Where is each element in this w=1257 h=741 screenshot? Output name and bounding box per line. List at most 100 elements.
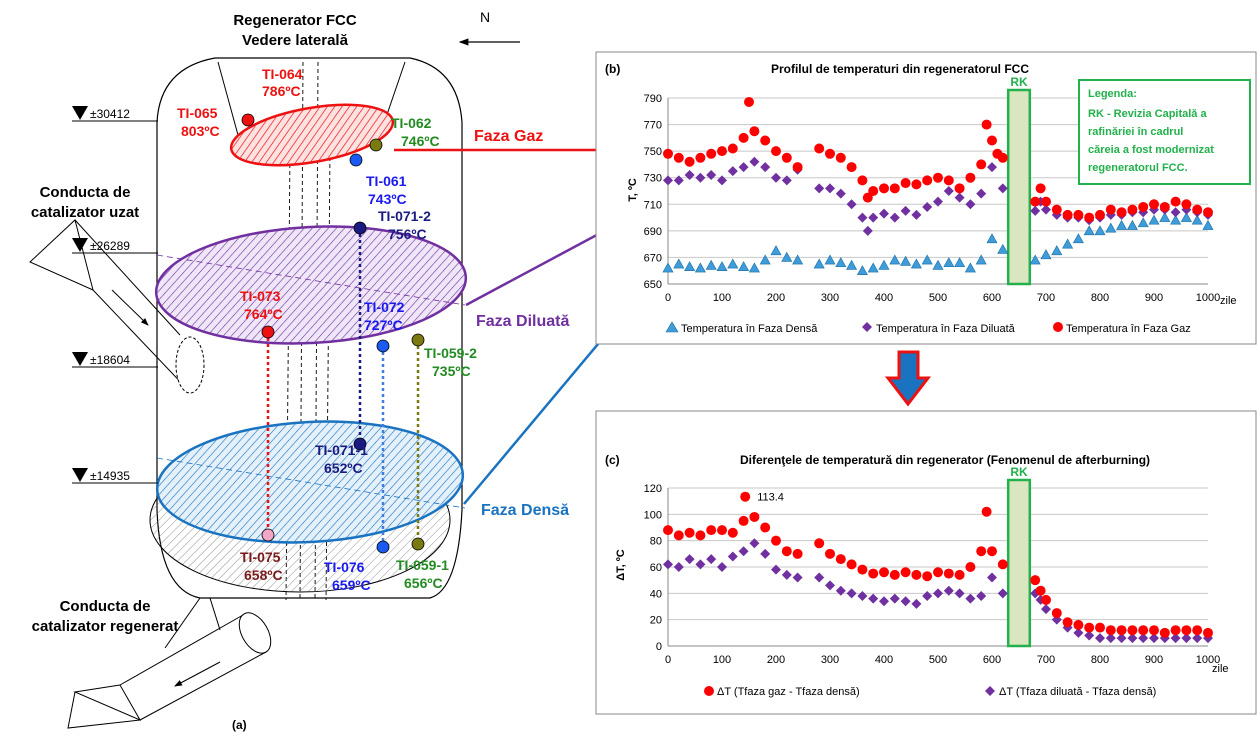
data-point xyxy=(987,162,997,173)
data-point xyxy=(1062,617,1073,628)
data-point xyxy=(1127,633,1138,644)
chart-c-title: Diferenţele de temperatură din regenerat… xyxy=(740,453,1150,467)
ytick-label-60: 60 xyxy=(650,562,662,574)
data-point xyxy=(814,572,825,583)
data-point xyxy=(727,143,738,154)
data-point xyxy=(748,262,760,273)
ti065-value: 803ºC xyxy=(181,123,220,139)
ytick-label-20: 20 xyxy=(650,615,662,627)
data-point xyxy=(1073,619,1084,630)
chart-c-panel: (c) Diferenţele de temperatură din regen… xyxy=(595,410,1257,715)
ti0592-value: 735ºC xyxy=(432,363,471,379)
ytick-label-710: 710 xyxy=(644,199,662,211)
ytick-label-790: 790 xyxy=(644,93,662,105)
series-t-tfaza-gaz-tfaza-dens xyxy=(663,491,1213,638)
panel-a-label: (a) xyxy=(232,718,247,732)
data-point xyxy=(1041,196,1051,207)
legend-gas-marker xyxy=(1053,322,1063,332)
data-point xyxy=(867,262,879,273)
data-point xyxy=(673,152,684,163)
data-point xyxy=(857,564,868,575)
data-point xyxy=(662,262,674,273)
ti0591-value: 656ºC xyxy=(404,575,443,591)
data-point xyxy=(792,162,803,173)
data-point xyxy=(922,201,933,212)
chart-b-panel-label: (b) xyxy=(605,62,620,76)
legend-dense-label: Temperatura în Faza Densă xyxy=(681,323,818,335)
data-point xyxy=(846,199,857,210)
data-point xyxy=(857,590,868,601)
data-point xyxy=(954,257,966,268)
regen-pipe-label-2: catalizator regenerat xyxy=(32,618,179,635)
xtick-label-500: 500 xyxy=(929,292,947,304)
xtick-label-700: 700 xyxy=(1037,292,1055,304)
data-point xyxy=(1192,625,1203,636)
data-point xyxy=(1191,214,1203,225)
ti076-tag: TI-076 xyxy=(324,559,365,575)
regenerator-diagram: Regenerator FCC Vedere laterală N ±30412… xyxy=(29,9,665,732)
data-point xyxy=(1203,627,1213,638)
legend-box-line3: rafinăriei în cadrul xyxy=(1088,126,1183,138)
data-point xyxy=(738,515,749,526)
data-point xyxy=(770,245,782,256)
data-point xyxy=(1149,199,1159,210)
ytick-label-120: 120 xyxy=(644,483,662,495)
ti0711-tag: TI-071-1 xyxy=(315,442,368,458)
data-point xyxy=(964,262,976,273)
data-point xyxy=(760,522,771,533)
data-point xyxy=(889,593,900,604)
series-temperatura-n-faza-gaz xyxy=(663,96,1213,223)
ti064-value: 786ºC xyxy=(262,83,301,99)
ytick-label-690: 690 xyxy=(644,226,662,238)
data-point xyxy=(1138,201,1149,212)
xtick-label-0: 0 xyxy=(665,654,671,666)
data-point xyxy=(814,538,825,549)
legend-gas-label: Temperatura în Faza Gaz xyxy=(1066,323,1191,335)
elevation-3: ±18604 xyxy=(90,353,130,367)
data-point xyxy=(1181,633,1192,644)
data-point xyxy=(792,254,804,265)
chart-c-rk-band xyxy=(1006,478,1032,648)
data-point xyxy=(1170,625,1181,636)
chart-b-xunit: zile xyxy=(1220,295,1237,307)
vessel-shell xyxy=(156,57,463,599)
data-point xyxy=(663,525,673,536)
data-point xyxy=(879,567,889,578)
xtick-label-1000: 1000 xyxy=(1196,292,1220,304)
legend-c-gas-marker xyxy=(704,686,714,696)
data-point xyxy=(1149,625,1159,636)
data-point xyxy=(1083,225,1095,236)
data-point xyxy=(1170,633,1181,644)
data-point xyxy=(835,152,846,163)
data-point xyxy=(943,257,955,268)
data-point xyxy=(825,183,835,194)
data-point xyxy=(825,548,835,559)
regen-pipe-label-1: Conducta de xyxy=(60,598,151,615)
data-point xyxy=(889,212,900,223)
xtick-label-200: 200 xyxy=(767,654,785,666)
data-point xyxy=(781,175,792,186)
data-point xyxy=(868,593,879,604)
data-point xyxy=(738,132,749,143)
xtick-label-300: 300 xyxy=(821,292,839,304)
data-point xyxy=(933,172,943,183)
data-point xyxy=(760,135,771,146)
data-point xyxy=(943,585,954,596)
xtick-label-900: 900 xyxy=(1145,654,1163,666)
data-point xyxy=(673,175,684,186)
data-point xyxy=(1072,233,1084,244)
data-point xyxy=(749,538,760,549)
data-point xyxy=(997,183,1008,194)
data-point xyxy=(740,491,751,502)
data-point xyxy=(663,148,673,159)
data-point xyxy=(792,572,803,583)
data-point xyxy=(1105,625,1116,636)
chart-b-legend: Temperatura în Faza Densă Temperatura în… xyxy=(665,321,1191,335)
data-point xyxy=(1105,633,1116,644)
data-point xyxy=(954,192,965,203)
data-point xyxy=(1181,625,1192,636)
data-point xyxy=(814,143,825,154)
data-point xyxy=(744,96,754,107)
data-point xyxy=(727,258,739,269)
